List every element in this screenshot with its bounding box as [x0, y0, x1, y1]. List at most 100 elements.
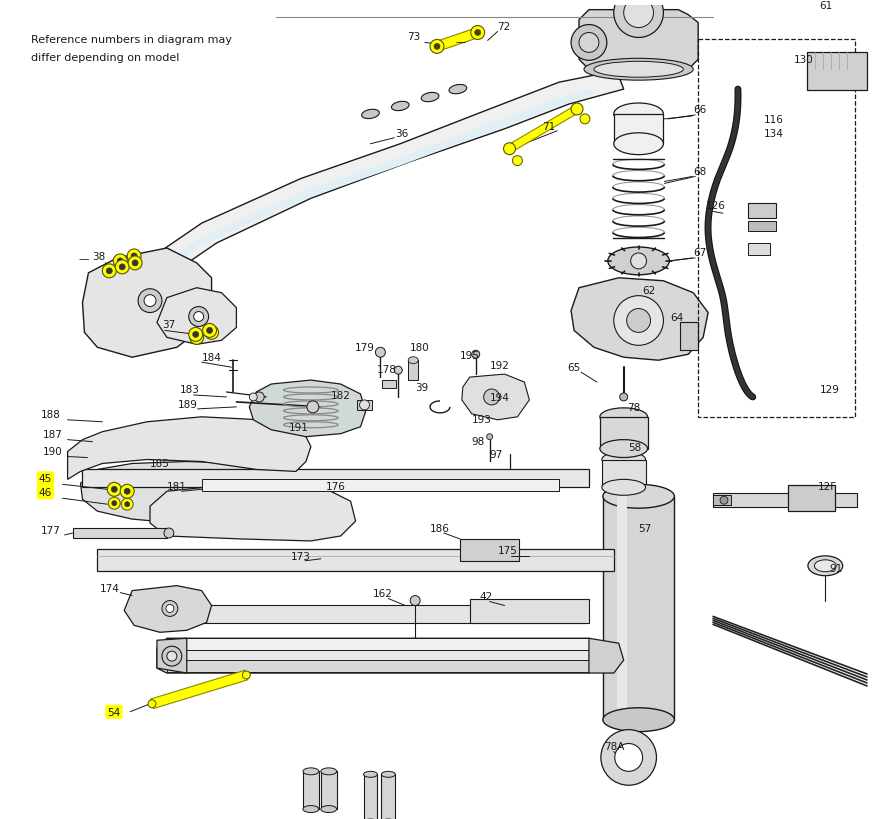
Text: 91: 91: [830, 563, 843, 573]
Text: 179: 179: [355, 343, 374, 353]
Circle shape: [579, 34, 599, 53]
Circle shape: [127, 250, 141, 264]
Circle shape: [166, 604, 173, 613]
Bar: [364, 775, 378, 819]
Circle shape: [484, 390, 499, 405]
Bar: [167, 639, 589, 650]
Polygon shape: [157, 288, 237, 345]
Text: 193: 193: [472, 414, 491, 424]
Text: 64: 64: [670, 313, 683, 323]
Text: 12F: 12F: [817, 482, 837, 491]
Circle shape: [109, 498, 120, 509]
Bar: [603, 496, 675, 720]
Circle shape: [430, 40, 444, 54]
Text: 46: 46: [39, 487, 52, 498]
Circle shape: [631, 254, 646, 269]
Circle shape: [162, 601, 178, 617]
Text: 73: 73: [406, 33, 420, 43]
Text: 194: 194: [490, 392, 510, 402]
Text: Reference numbers in diagram may: Reference numbers in diagram may: [31, 35, 232, 45]
Text: 72: 72: [498, 21, 511, 31]
Bar: [748, 244, 770, 256]
Text: 78: 78: [626, 402, 640, 412]
Polygon shape: [88, 75, 624, 343]
Text: 192: 192: [490, 360, 510, 371]
Text: 54: 54: [108, 707, 121, 717]
Circle shape: [144, 296, 156, 307]
Circle shape: [124, 502, 130, 507]
Ellipse shape: [603, 485, 675, 509]
Bar: [460, 539, 519, 561]
Circle shape: [470, 26, 484, 40]
Circle shape: [148, 700, 156, 708]
Text: 38: 38: [92, 251, 106, 261]
Text: 58: 58: [629, 442, 642, 452]
Circle shape: [112, 501, 117, 506]
Circle shape: [113, 255, 127, 269]
Ellipse shape: [808, 556, 843, 576]
Ellipse shape: [600, 440, 647, 458]
Polygon shape: [617, 496, 626, 720]
Ellipse shape: [603, 708, 675, 731]
Circle shape: [571, 104, 583, 115]
Bar: [788, 486, 835, 512]
Text: 97: 97: [490, 449, 503, 459]
Circle shape: [580, 115, 590, 124]
Text: —: —: [79, 254, 88, 264]
Circle shape: [624, 0, 653, 29]
Circle shape: [359, 400, 370, 410]
Text: 65: 65: [567, 363, 580, 373]
Text: 188: 188: [41, 410, 60, 419]
Circle shape: [188, 307, 208, 327]
Bar: [201, 480, 559, 491]
Text: 184: 184: [201, 353, 222, 363]
Bar: [187, 606, 584, 623]
Circle shape: [205, 326, 218, 340]
Text: 174: 174: [99, 583, 119, 593]
Ellipse shape: [408, 357, 418, 364]
Circle shape: [571, 25, 607, 61]
Circle shape: [243, 672, 251, 679]
Text: 175: 175: [498, 545, 518, 555]
Circle shape: [188, 328, 202, 342]
Text: 71: 71: [542, 122, 555, 132]
Ellipse shape: [600, 409, 647, 426]
Circle shape: [106, 269, 112, 274]
Text: 187: 187: [43, 429, 63, 439]
Polygon shape: [151, 671, 248, 708]
Bar: [602, 460, 646, 488]
Circle shape: [376, 348, 385, 358]
Circle shape: [394, 367, 402, 374]
Circle shape: [720, 496, 728, 505]
Bar: [73, 528, 167, 538]
Bar: [748, 204, 775, 219]
Polygon shape: [124, 586, 212, 632]
Polygon shape: [435, 29, 479, 52]
Bar: [808, 53, 867, 91]
Circle shape: [102, 265, 117, 278]
Circle shape: [128, 256, 142, 270]
Text: MARINE  &  SERVICE: MARINE & SERVICE: [239, 482, 462, 501]
Text: 37: 37: [162, 320, 175, 330]
Polygon shape: [579, 11, 698, 70]
Bar: [748, 222, 775, 232]
Polygon shape: [102, 90, 594, 319]
Circle shape: [162, 646, 182, 666]
Text: 178: 178: [377, 364, 396, 374]
Bar: [614, 115, 663, 144]
Ellipse shape: [614, 133, 663, 156]
Circle shape: [207, 328, 213, 334]
Text: 62: 62: [643, 285, 656, 296]
Text: 177: 177: [41, 525, 60, 536]
Text: 67: 67: [693, 247, 706, 258]
Bar: [97, 550, 614, 571]
Circle shape: [619, 393, 628, 401]
Ellipse shape: [594, 62, 683, 78]
Text: 195: 195: [460, 351, 480, 361]
Circle shape: [193, 332, 199, 338]
Circle shape: [475, 30, 481, 36]
Bar: [600, 418, 647, 449]
Circle shape: [167, 651, 177, 661]
Text: 57: 57: [639, 523, 652, 533]
Circle shape: [108, 482, 121, 496]
